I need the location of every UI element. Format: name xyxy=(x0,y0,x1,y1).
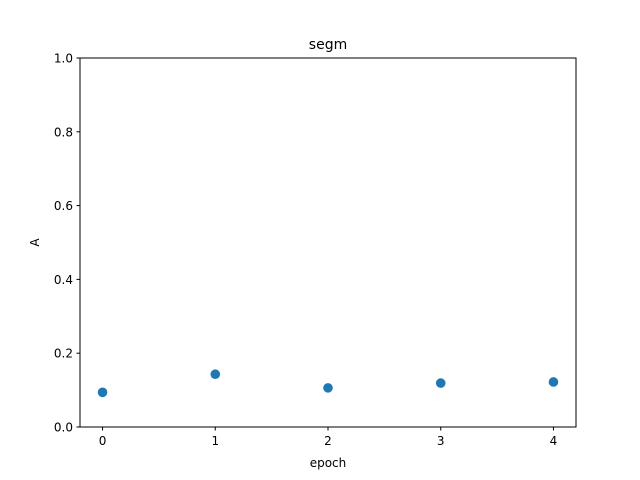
chart-title: segm xyxy=(309,37,347,53)
data-point-0-2 xyxy=(323,383,333,393)
data-point-0-4 xyxy=(548,377,559,387)
y-tick-label-1: 0.2 xyxy=(54,347,73,361)
data-point-0-1 xyxy=(210,369,221,380)
y-axis-label: A xyxy=(28,238,42,247)
x-tick-label-4: 4 xyxy=(550,434,558,448)
y-tick-label-4: 0.8 xyxy=(54,125,73,139)
y-tick-label-2: 0.4 xyxy=(54,273,73,287)
data-point-0-0 xyxy=(97,387,108,398)
x-axis-label: epoch xyxy=(310,456,347,470)
x-tick-label-1: 1 xyxy=(211,434,219,448)
y-tick-label-3: 0.6 xyxy=(54,199,73,213)
y-tick-label-0: 0.0 xyxy=(54,421,73,435)
data-point-0-3 xyxy=(435,378,446,388)
x-tick-label-2: 2 xyxy=(324,434,332,448)
plot-area xyxy=(79,57,577,428)
axes-frame xyxy=(79,57,577,428)
x-tick-label-3: 3 xyxy=(437,434,445,448)
y-tick-label-5: 1.0 xyxy=(54,52,73,66)
x-tick-label-0: 0 xyxy=(99,434,107,448)
